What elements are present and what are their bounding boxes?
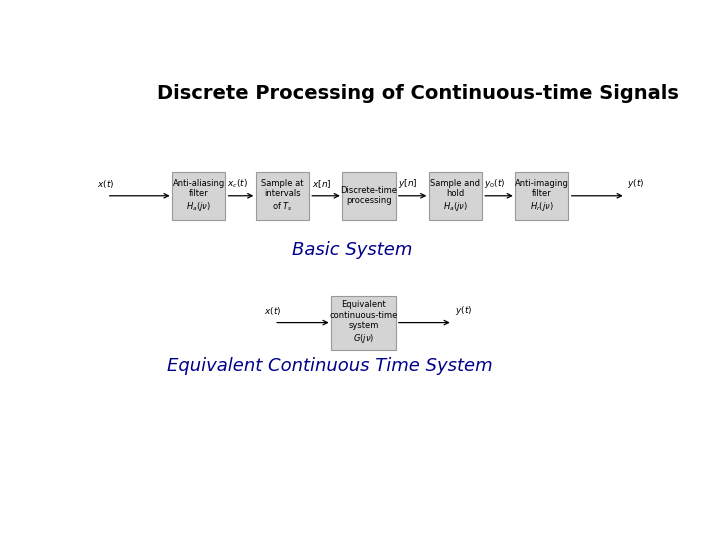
Text: $y(t)$: $y(t)$ bbox=[627, 177, 644, 190]
Text: Anti-imaging
filter
$H_r(j\nu)$: Anti-imaging filter $H_r(j\nu)$ bbox=[515, 179, 569, 213]
Text: Sample and
hold
$H_a(j\nu)$: Sample and hold $H_a(j\nu)$ bbox=[431, 179, 480, 213]
Text: $x_c(t)$: $x_c(t)$ bbox=[228, 177, 248, 190]
FancyBboxPatch shape bbox=[429, 172, 482, 220]
Text: Equivalent Continuous Time System: Equivalent Continuous Time System bbox=[167, 357, 492, 375]
Text: $y[n]$: $y[n]$ bbox=[398, 177, 418, 190]
Text: $x(t)$: $x(t)$ bbox=[264, 305, 281, 317]
Text: Discrete-time
processing: Discrete-time processing bbox=[341, 186, 397, 206]
Text: $y_0(t)$: $y_0(t)$ bbox=[484, 177, 505, 190]
FancyBboxPatch shape bbox=[516, 172, 569, 220]
FancyBboxPatch shape bbox=[172, 172, 225, 220]
Text: Equivalent
continuous-time
system
$G(j\nu)$: Equivalent continuous-time system $G(j\n… bbox=[329, 300, 397, 345]
Text: $y(t)$: $y(t)$ bbox=[456, 304, 473, 317]
Text: Discrete Processing of Continuous-time Signals: Discrete Processing of Continuous-time S… bbox=[157, 84, 679, 103]
Text: Anti-aliasing
filter
$H_a(j\nu)$: Anti-aliasing filter $H_a(j\nu)$ bbox=[173, 179, 225, 213]
Text: $x[n]$: $x[n]$ bbox=[312, 178, 331, 190]
Text: Sample at
intervals
of $T_s$: Sample at intervals of $T_s$ bbox=[261, 179, 304, 213]
Text: Basic System: Basic System bbox=[292, 241, 413, 259]
FancyBboxPatch shape bbox=[331, 295, 395, 349]
FancyBboxPatch shape bbox=[256, 172, 309, 220]
FancyBboxPatch shape bbox=[343, 172, 395, 220]
Text: $x(t)$: $x(t)$ bbox=[96, 178, 114, 190]
